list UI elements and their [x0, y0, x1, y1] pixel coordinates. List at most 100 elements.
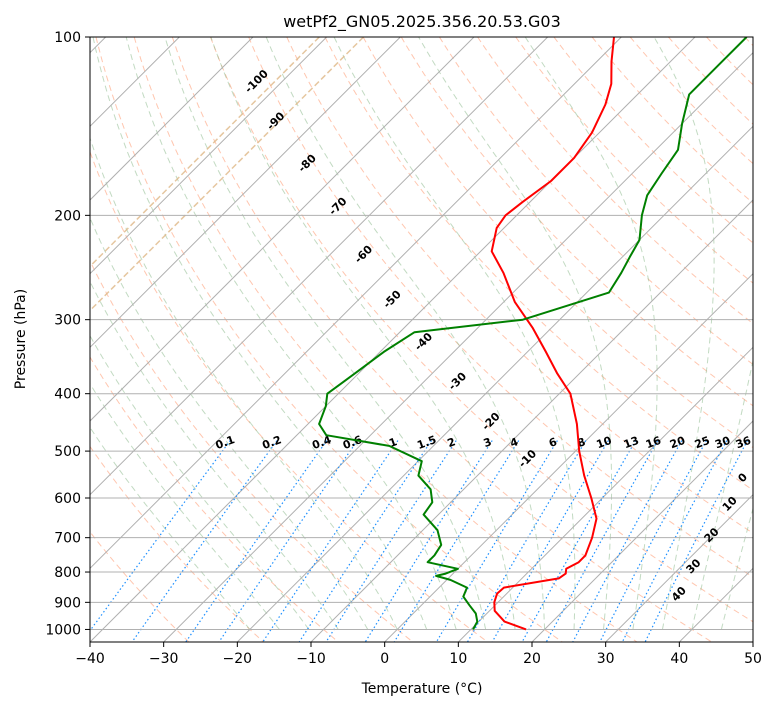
x-tick-label: −30	[149, 651, 179, 667]
dry-adiabat	[706, 37, 753, 86]
moist-adiabat	[164, 37, 487, 630]
x-tick-label: 30	[597, 651, 615, 667]
mixing-ratio-label: 30	[713, 434, 732, 452]
mixing-ratio-label: 1	[387, 435, 399, 450]
wet-bulb-label: 20	[702, 525, 722, 545]
y-tick-label: 600	[54, 491, 81, 507]
dry-adiabat	[90, 259, 414, 642]
isotherm-line	[90, 37, 622, 570]
isotherm-line	[90, 37, 328, 275]
x-tick-label: −20	[223, 651, 253, 667]
moist-adiabat-label: -100	[242, 67, 271, 96]
y-tick-label: 300	[54, 313, 81, 329]
moist-adiabat	[333, 37, 576, 630]
wet-bulb-label: 0	[735, 470, 750, 485]
mixing-ratio-line	[644, 440, 748, 642]
plot-area: 0.1 0.2 0.4 0.6 1 1.5 2 3 4 6 8 10 13 16 20 25 30 36-100-…	[90, 37, 753, 642]
isotherm-line	[605, 493, 753, 642]
dry-adiabat	[668, 37, 753, 125]
dry-adiabat	[90, 531, 190, 642]
moist-adiabat-label: -50	[381, 288, 404, 311]
mixing-ratio-label: 16	[644, 434, 663, 452]
moist-adiabat	[418, 37, 613, 630]
mixing-ratio-line	[491, 440, 609, 642]
dry-adiabat	[90, 445, 264, 642]
x-tick-label: 20	[523, 651, 541, 667]
moist-adiabat	[90, 136, 398, 630]
dewpoint-profile	[318, 37, 748, 630]
y-tick-label: 700	[54, 531, 81, 547]
dry-adiabat	[90, 356, 339, 642]
mixing-ratio-label: 6	[547, 435, 559, 450]
isotherm-line	[678, 567, 753, 642]
chart-title: wetPf2_GN05.2025.356.20.53.G03	[283, 12, 561, 32]
moist-adiabat	[265, 37, 546, 630]
x-tick-label: −10	[296, 651, 326, 667]
moist-adiabat	[691, 358, 753, 630]
mixing-ratio-label: 4	[508, 435, 520, 450]
mixing-ratio-line	[262, 440, 399, 642]
isotherm-line	[457, 346, 753, 642]
isotherm-line	[90, 37, 254, 201]
dry-adiabat	[553, 37, 753, 244]
y-tick-label: 1000	[45, 622, 81, 638]
x-tick-label: 50	[744, 651, 762, 667]
mixing-ratio-label: 2	[446, 435, 458, 450]
moist-adiabat-label: -40	[412, 330, 435, 353]
dry-adiabat	[477, 37, 753, 325]
x-tick-label: −40	[75, 651, 105, 667]
mixing-ratio-label: 3	[482, 435, 494, 450]
mixing-ratio-line	[131, 440, 278, 642]
moist-adiabat	[90, 216, 369, 630]
plot-frame	[89, 36, 754, 643]
mixing-ratio-label: 0.2	[260, 433, 283, 452]
isotherm-line	[90, 37, 549, 496]
dry-adiabat	[400, 37, 753, 407]
isotherm-line	[236, 125, 753, 642]
moist-adiabat	[90, 426, 251, 630]
mixing-ratio-label: 8	[576, 435, 588, 450]
dry-adiabat	[171, 37, 712, 642]
mixing-ratio-label: 1.5	[415, 433, 438, 452]
mixing-ratio-label: 0.1	[214, 433, 237, 452]
y-tick-label: 200	[54, 208, 81, 224]
mixing-ratio-line	[599, 440, 707, 642]
dry-adiabat	[90, 150, 488, 642]
mixing-ratio-label: 25	[693, 434, 712, 451]
x-tick-label: 10	[449, 651, 467, 667]
mixing-ratio-line	[218, 440, 358, 642]
mixing-ratio-line	[466, 440, 587, 642]
moist-adiabat	[210, 37, 516, 630]
temperature-profile	[490, 37, 615, 631]
mixing-ratio-line	[545, 440, 659, 642]
isotherm-line	[90, 37, 696, 642]
mixing-ratio-line	[325, 440, 457, 642]
moist-adiabat	[90, 334, 310, 630]
x-tick-label: 40	[670, 651, 688, 667]
moist-adiabat-label: -30	[446, 370, 469, 393]
mixing-ratio-line	[621, 440, 728, 642]
isotherm-line	[310, 199, 753, 642]
mixing-ratio-line	[572, 440, 683, 642]
dry-adiabat	[286, 37, 753, 534]
y-tick-label: 500	[54, 444, 81, 460]
mixing-ratio-line	[90, 440, 231, 632]
mixing-ratio-label: 0.4	[310, 433, 333, 452]
isotherm-line	[384, 272, 753, 642]
isotherm-line	[163, 51, 753, 642]
mixing-ratio-label: 36	[734, 434, 753, 452]
moist-adiabat	[125, 37, 457, 630]
mixing-ratio-line	[364, 440, 493, 642]
x-axis-label: Temperature (°C)	[361, 681, 483, 697]
mixing-ratio-label: 10	[595, 434, 614, 452]
moist-adiabat-label: -20	[479, 410, 502, 433]
moist-adiabat	[90, 382, 280, 630]
y-tick-label: 100	[54, 30, 81, 46]
moist-adiabat	[92, 37, 428, 630]
mixing-ratio-line	[185, 440, 328, 642]
dry-adiabat	[744, 37, 753, 47]
mixing-ratio-line	[435, 440, 558, 642]
axes: −40 −30 −20 −10 0 10 20 30 40 5010020030040050060…	[45, 30, 762, 667]
isotherm-line	[90, 37, 475, 422]
